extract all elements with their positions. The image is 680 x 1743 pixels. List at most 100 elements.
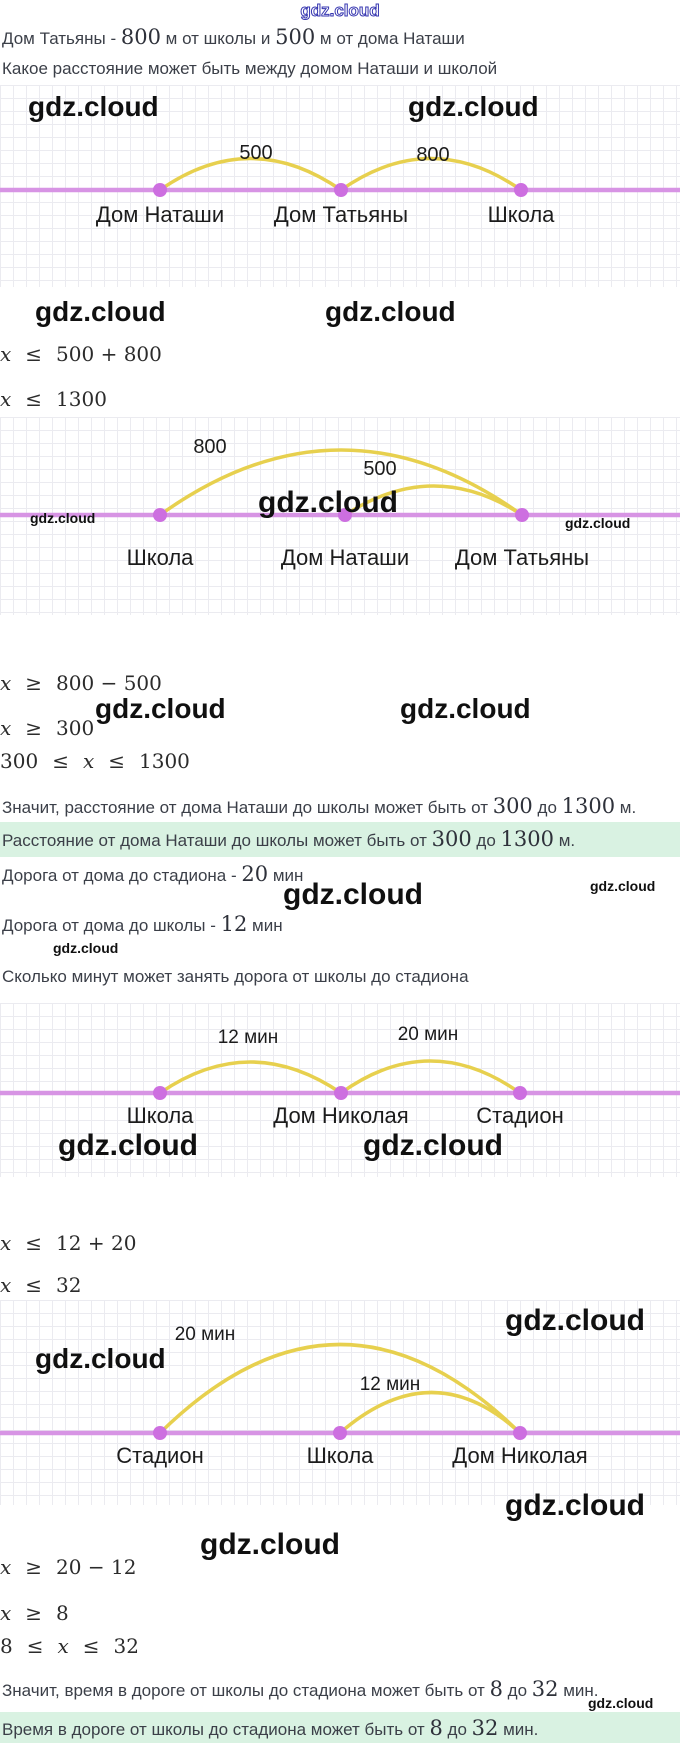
inequality-diff-value: x ≥300 [0,716,94,740]
point-dot [333,1426,347,1440]
watermark: gdz.cloud [325,296,456,327]
math-op: ≥ [25,1555,43,1579]
diagram-task1-sum: 500 800 Дом Наташи Дом Татьяны Школа [0,142,680,227]
watermark-top: gdz.cloud [300,1,380,20]
point-label: Дом Наташи [281,545,409,570]
inequality-sum-expression-2: x ≤12 + 20 [0,1231,136,1255]
text-segment: Дорога от дома до школы - [2,916,221,935]
point-dot [513,1426,527,1440]
watermark: gdz.cloud [258,486,398,519]
inequality-range-2: 8 ≤ x ≤32 [0,1634,139,1658]
inequality-diff-expression-2: x ≥20 − 12 [0,1555,136,1579]
watermark: gdz.cloud [408,91,539,122]
math-var: x [0,1273,12,1297]
point-label: Дом Татьяны [274,202,408,227]
number: 20 [241,862,269,886]
inequality-range: 300 ≤ x ≤1300 [0,749,190,773]
graph-paper-section-4 [0,1300,680,1505]
text-segment: мин [268,866,304,885]
text-segment: до [442,1720,472,1739]
watermark: gdz.cloud [30,510,96,526]
task1-question-line: Какое расстояние может быть между домом … [2,59,498,78]
arc-500 [343,484,524,517]
arc-20-min [158,1342,522,1435]
arc-500 [158,156,343,192]
number: 32 [531,1677,559,1701]
arc-12-min [158,1060,343,1095]
arc-label: 800 [416,144,449,166]
number: 300 [431,826,472,851]
number: 8 [489,1677,503,1701]
point-dot [153,508,167,522]
text-segment: Дорога от дома до стадиона - [2,866,242,885]
watermark: gdz.cloud [58,1129,198,1162]
watermark: gdz.cloud [53,940,119,956]
task2-answer-highlight: Время в дороге от школы до стадиона може… [0,1712,680,1743]
task1-conclusion: Значит, расстояние от дома Наташи до шко… [2,796,636,818]
arc-label: 12 мин [360,1374,421,1395]
math-num: 300 [0,749,39,773]
math-var: x [0,716,12,740]
watermark: gdz.cloud [95,693,226,724]
point-dot [153,1086,167,1100]
math-expr: 500 + 800 [56,342,162,366]
text-segment: Значит, время в дороге от школы до стади… [2,1681,490,1700]
arc-label: 20 мин [398,1024,459,1045]
watermark: gdz.cloud [400,693,531,724]
arc-label: 500 [239,142,272,164]
math-expr: 300 [56,716,95,740]
point-label: Стадион [116,1443,203,1468]
diagram-task2-difference: 20 мин 12 мин Стадион Школа Дом Николая [0,1324,680,1468]
text-segment: мин. [558,1681,599,1700]
number: 8 [429,1716,443,1740]
number: 1300 [500,826,554,851]
text-segment: до [532,798,562,817]
watermark: gdz.cloud [505,1304,645,1337]
math-var: x [57,1634,69,1658]
point-label: Школа [307,1443,375,1468]
point-label: Дом Наташи [96,202,224,227]
math-var: x [0,671,12,695]
watermark: gdz.cloud [588,1695,654,1711]
point-label: Дом Николая [273,1103,408,1128]
diagram-task2-sum: 12 мин 20 мин Школа Дом Николая Стадион [0,1024,680,1128]
text-segment: м. [553,830,576,850]
math-op: ≥ [25,671,43,695]
text-segment: мин [247,916,283,935]
math-expr: 8 [56,1601,69,1625]
math-var: x [0,1231,12,1255]
math-op: ≤ [108,749,125,773]
point-label: Дом Татьяны [455,545,589,570]
text-segment: до [502,1681,532,1700]
point-label: Школа [488,202,556,227]
point-dot [514,183,528,197]
number: 1300 [561,794,616,818]
number: 300 [492,794,533,818]
math-op: ≥ [25,1601,43,1625]
inequality-diff-expression: x ≥800 − 500 [0,671,162,695]
diagram-task1-difference: 800 500 Школа Дом Наташи Дом Татьяны [0,436,680,570]
arc-label: 800 [193,436,226,458]
number: 500 [275,25,316,49]
number: 32 [471,1716,499,1740]
point-dot [515,508,529,522]
math-op: ≤ [82,1634,100,1658]
task2-given-line-2: Дорога от дома до школы - 12 мин [2,914,283,936]
arc-12-min [338,1390,522,1435]
inequality-sum-expression: x ≤500 + 800 [0,342,162,366]
math-op: ≤ [25,342,43,366]
math-op: ≤ [26,1634,44,1658]
point-dot [513,1086,527,1100]
text-segment: м от школы и [160,29,276,48]
watermark: gdz.cloud [200,1528,340,1561]
number: 12 [220,912,248,936]
text-segment: мин. [498,1720,539,1739]
inequality-sum-value: x ≤1300 [0,387,107,411]
task2-conclusion: Значит, время в дороге от школы до стади… [2,1679,599,1701]
watermark: gdz.cloud [590,878,656,894]
answer-text: Время в дороге от школы до стадиона може… [0,1718,538,1740]
text-segment: Расстояние от дома Наташи до школы может… [2,830,432,850]
math-var: x [0,387,12,411]
math-num: 8 [0,1634,13,1658]
